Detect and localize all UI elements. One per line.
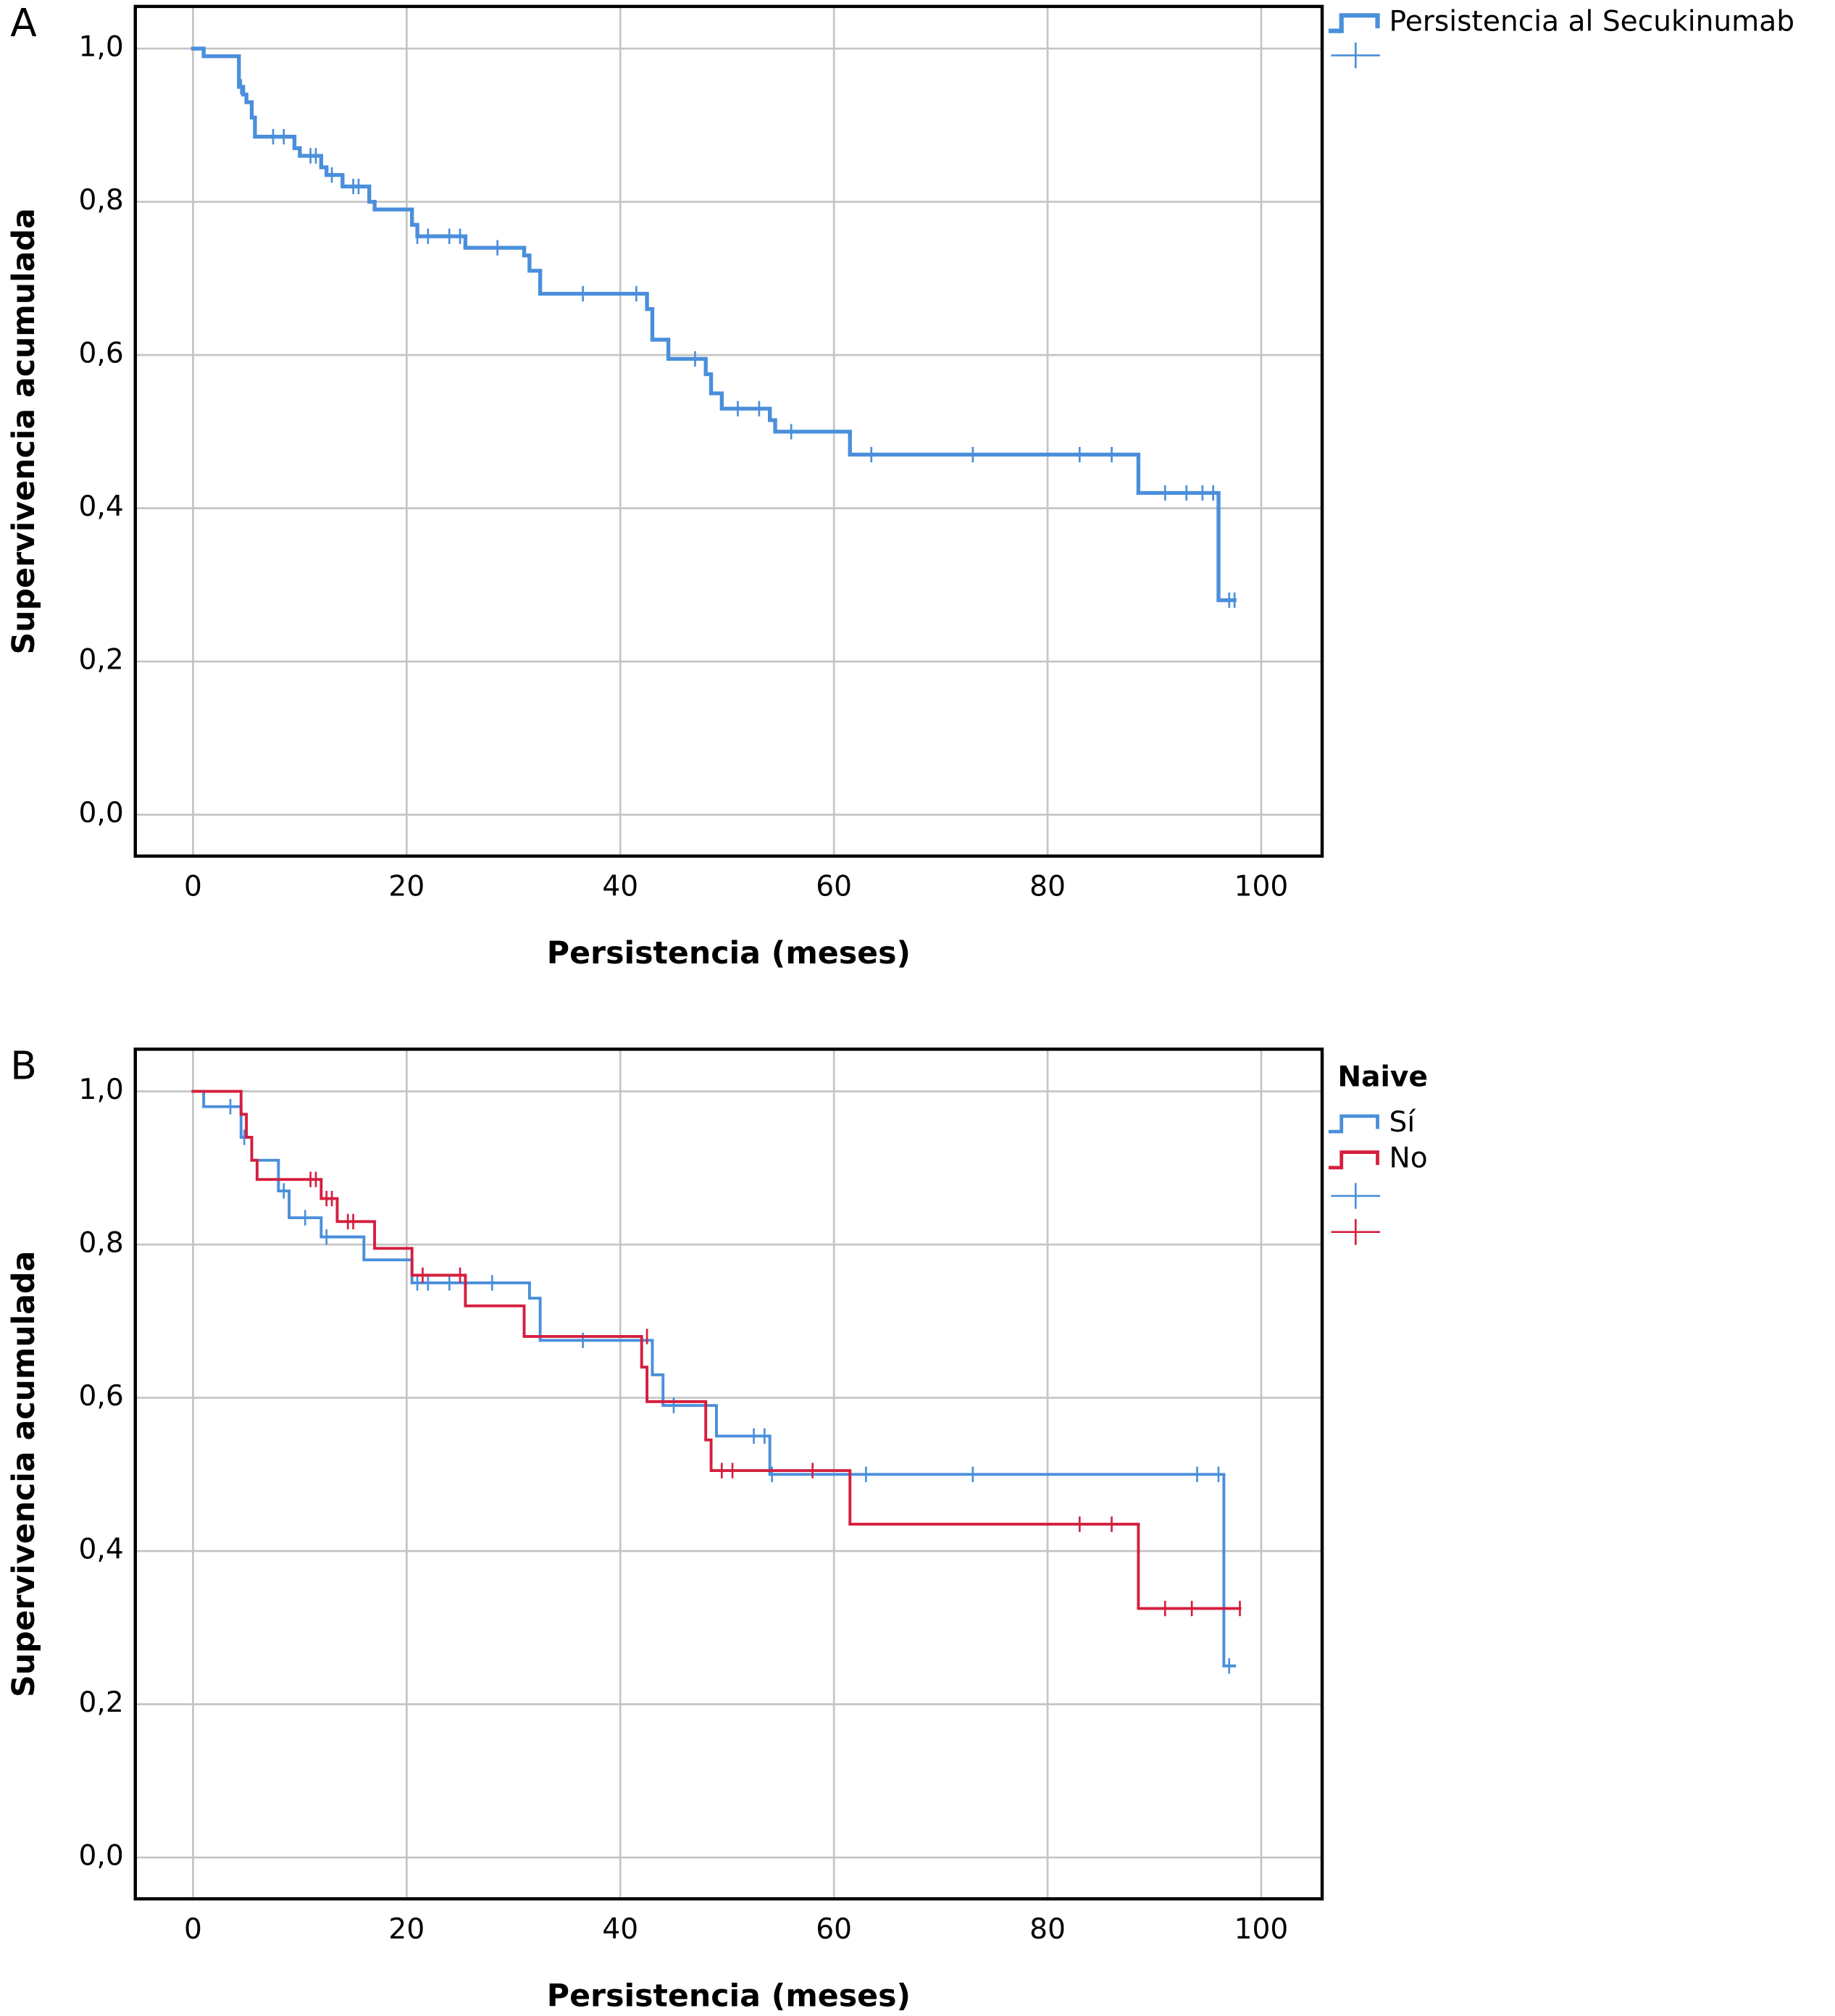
panel-label: A — [10, 0, 37, 46]
legend-label: Persistencia al Secukinumab — [1389, 5, 1795, 38]
legend-title: Naive — [1337, 1061, 1428, 1094]
x-axis-title: Persistencia (meses) — [547, 935, 911, 971]
legend-label: No — [1389, 1142, 1428, 1175]
x-tick-label: 20 — [388, 871, 425, 903]
y-tick-label: 0,0 — [79, 797, 124, 829]
legend-symbol — [1328, 13, 1380, 33]
x-tick-label: 100 — [1234, 1913, 1289, 1946]
x-tick-label: 80 — [1029, 1913, 1066, 1946]
x-axis-title: Persistencia (meses) — [547, 1978, 911, 2015]
y-tick-label: 0,0 — [79, 1840, 124, 1873]
x-tick-label: 100 — [1234, 871, 1289, 903]
legend-label: Sí — [1389, 1106, 1416, 1139]
x-tick-label: 80 — [1029, 871, 1066, 903]
y-tick-label: 1,0 — [79, 31, 124, 64]
y-tick-label: 0,4 — [79, 490, 124, 523]
x-tick-label: 20 — [388, 1913, 425, 1946]
plot-frame — [133, 1047, 1324, 1901]
x-tick-label: 60 — [816, 871, 852, 903]
x-tick-label: 0 — [184, 871, 202, 903]
y-tick-label: 0,6 — [79, 338, 124, 370]
legend-symbol — [1328, 1150, 1379, 1170]
y-tick-label: 0,8 — [79, 184, 124, 217]
x-tick-label: 40 — [602, 1913, 638, 1946]
x-tick-label: 0 — [184, 1913, 202, 1946]
plot-frame — [133, 4, 1324, 858]
y-axis-title: Supervivencia acumulada — [6, 208, 42, 654]
legend-symbol — [1328, 1114, 1379, 1134]
y-axis-title: Supervivencia acumulada — [6, 1251, 42, 1697]
x-tick-label: 60 — [816, 1913, 852, 1946]
y-tick-label: 0,2 — [79, 644, 124, 677]
y-tick-label: 0,8 — [79, 1227, 124, 1260]
y-tick-label: 1,0 — [79, 1074, 124, 1106]
x-tick-label: 40 — [602, 871, 638, 903]
y-tick-label: 0,6 — [79, 1380, 124, 1413]
y-tick-label: 0,2 — [79, 1686, 124, 1719]
y-tick-label: 0,4 — [79, 1534, 124, 1566]
panel-label: B — [10, 1043, 37, 1089]
